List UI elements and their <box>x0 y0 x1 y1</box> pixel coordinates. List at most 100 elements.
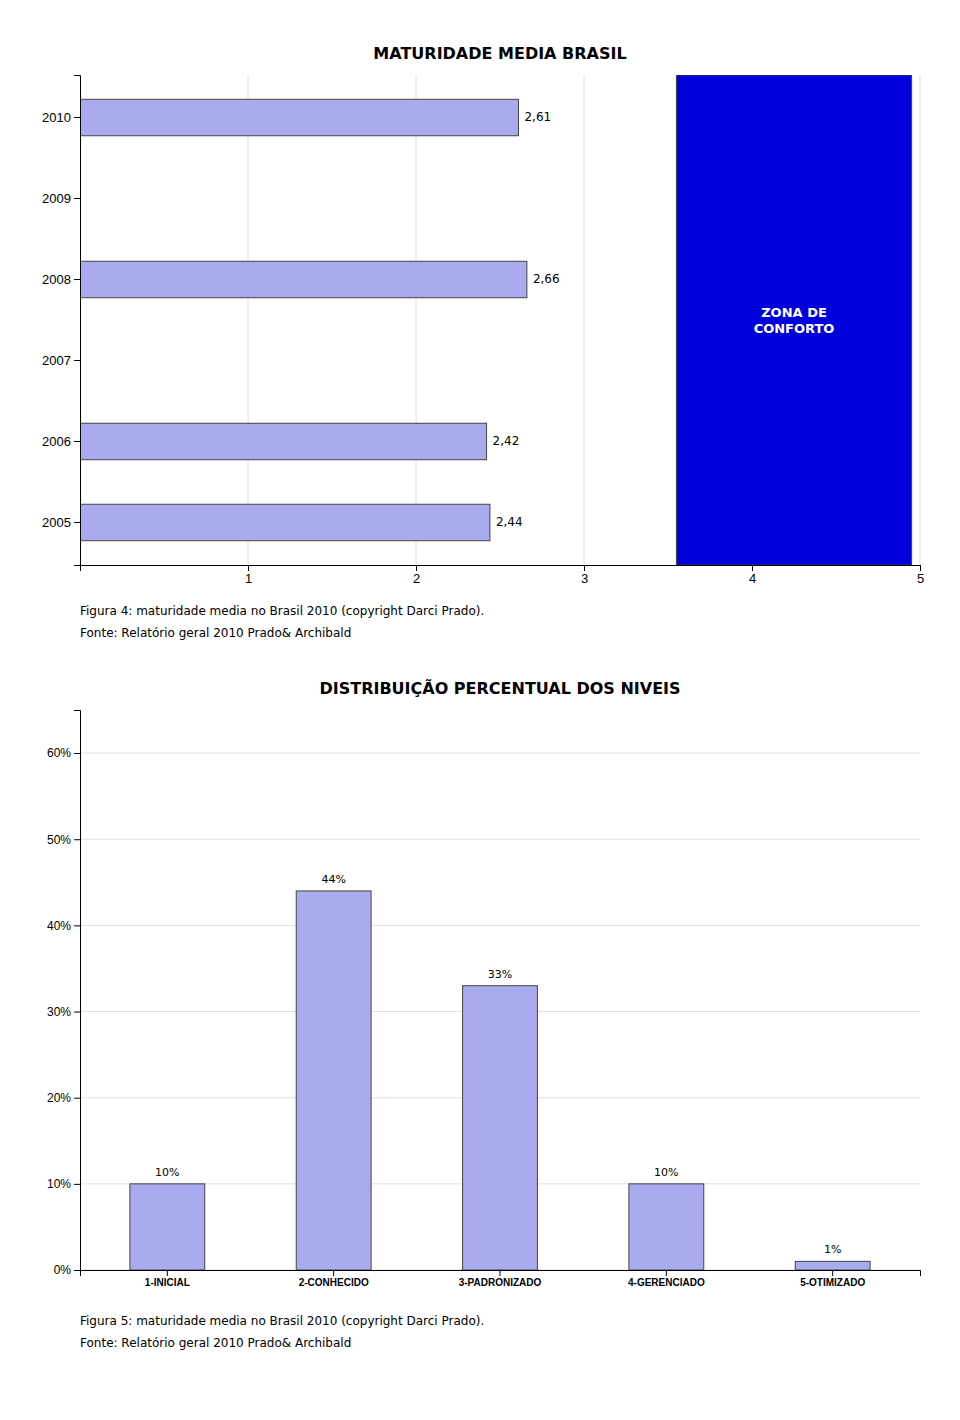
data-label: 10% <box>155 1166 179 1179</box>
tick: 3 <box>581 565 588 586</box>
axis-line <box>74 711 81 1271</box>
marks <box>130 891 870 1270</box>
tick-mark <box>74 117 80 118</box>
tick-label: 3-PADRONIZADO <box>459 1277 542 1288</box>
tick-mark <box>584 565 585 571</box>
tick-label: 0% <box>54 1263 72 1277</box>
tick-label: 2005 <box>42 515 71 530</box>
tick: 40% <box>47 919 80 933</box>
tick: 20% <box>47 1091 80 1105</box>
tick-label: 20% <box>47 1091 71 1105</box>
tick-mark <box>74 441 80 442</box>
tick: 60% <box>47 746 80 760</box>
y-axis: 201020092008200720062005 <box>42 76 80 566</box>
title: MATURIDADE MEDIA BRASIL <box>373 44 626 63</box>
chart: 0% 10% 20% 30% 40% 50% 60% 1-INICIAL 2-CONHECIDO… <box>47 711 921 1289</box>
tick-label: 40% <box>47 919 71 933</box>
chart: 12345201020092008200720062005ZONA DECONF… <box>42 75 924 586</box>
title: DISTRIBUIÇÃO PERCENTUAL DOS NIVEIS <box>319 679 680 698</box>
tick-label: 2007 <box>42 353 71 368</box>
tick-mark <box>74 753 80 754</box>
axis-line <box>81 566 921 572</box>
caption: Figura 4: maturidade media no Brasil 201… <box>80 604 484 618</box>
tick: 4 <box>749 565 756 586</box>
tick-label: 4 <box>749 571 756 586</box>
zone <box>676 75 911 565</box>
tick-label: 2008 <box>42 272 71 287</box>
source: Fonte: Relatório geral 2010 Prado& Archi… <box>80 1336 351 1350</box>
data-label: 2,44 <box>496 515 523 529</box>
tick-label: 1 <box>245 571 252 586</box>
x-axis: 1-INICIAL 2-CONHECIDO 3-PADRONIZADO 4-GEREN… <box>81 1270 921 1288</box>
bar <box>795 1261 870 1270</box>
tick-label: 10% <box>47 1177 71 1191</box>
grid <box>248 75 920 565</box>
grid-line <box>248 75 249 565</box>
tick-mark <box>752 565 753 571</box>
tick-label: 5-OTIMIZADO <box>800 1277 865 1288</box>
tick-mark <box>74 279 80 280</box>
tick-mark <box>666 1270 667 1276</box>
data-label: 2,66 <box>533 272 560 286</box>
grid-line <box>80 753 920 754</box>
grid-line <box>416 75 417 565</box>
axis-line <box>81 1271 921 1277</box>
tick-mark <box>832 1270 833 1276</box>
grid-line <box>920 75 921 565</box>
tick: 2010 <box>42 110 80 125</box>
data-labels: 2,61 2,66 2,42 2,44 <box>493 110 560 529</box>
tick-mark <box>74 1098 80 1099</box>
tick-mark <box>74 839 80 840</box>
tick-label: 50% <box>47 833 71 847</box>
tick-mark <box>74 925 80 926</box>
bar <box>80 423 487 459</box>
tick-mark <box>920 565 921 571</box>
tick-mark <box>333 1270 334 1276</box>
bar <box>80 99 518 135</box>
data-label: 1% <box>824 1243 841 1256</box>
bar <box>80 504 490 540</box>
data-label: 33% <box>488 968 512 981</box>
tick: 10% <box>47 1177 80 1191</box>
tick-mark <box>74 1270 80 1271</box>
tick: 2-CONHECIDO <box>299 1270 369 1288</box>
tick-mark <box>74 1012 80 1013</box>
bar <box>463 986 538 1270</box>
tick-label: 1-INICIAL <box>145 1277 190 1288</box>
tick-mark <box>74 198 80 199</box>
tick-mark <box>74 522 80 523</box>
data-label: 2,42 <box>493 434 520 448</box>
tick-mark <box>167 1270 168 1276</box>
tick-mark <box>74 1184 80 1185</box>
tick: 5-OTIMIZADO <box>800 1270 865 1288</box>
tick: 4-GERENCIADO <box>628 1270 705 1288</box>
tick-mark <box>500 1270 501 1276</box>
tick: 30% <box>47 1005 80 1019</box>
marks <box>80 75 912 565</box>
tick: 50% <box>47 833 80 847</box>
tick-label: 2-CONHECIDO <box>299 1277 369 1288</box>
grid-line <box>80 839 920 840</box>
tick-label: 2 <box>413 571 420 586</box>
tick: 2006 <box>42 434 80 449</box>
grid-line <box>80 925 920 926</box>
tick: 2 <box>413 565 420 586</box>
grid-line <box>584 75 585 565</box>
y-axis: 0% 10% 20% 30% 40% 50% 60% <box>47 711 81 1278</box>
tick-label: 2010 <box>42 110 71 125</box>
tick: 1-INICIAL <box>145 1270 190 1288</box>
tick-mark <box>74 360 80 361</box>
figure: 12345201020092008200720062005ZONA DECONF… <box>0 0 960 1420</box>
tick: 2008 <box>42 272 80 287</box>
tick: 1 <box>245 565 252 586</box>
bar <box>629 1184 704 1270</box>
tick: 3-PADRONIZADO <box>459 1270 542 1288</box>
caption: Figura 5: maturidade media no Brasil 201… <box>80 1314 484 1328</box>
tick-label: 2006 <box>42 434 71 449</box>
data-label: 10% <box>654 1166 678 1179</box>
bar <box>80 261 527 297</box>
tick-label: 60% <box>47 746 71 760</box>
data-label: 2,61 <box>524 110 551 124</box>
source: Fonte: Relatório geral 2010 Prado& Archi… <box>80 626 351 640</box>
tick: 2007 <box>42 353 80 368</box>
